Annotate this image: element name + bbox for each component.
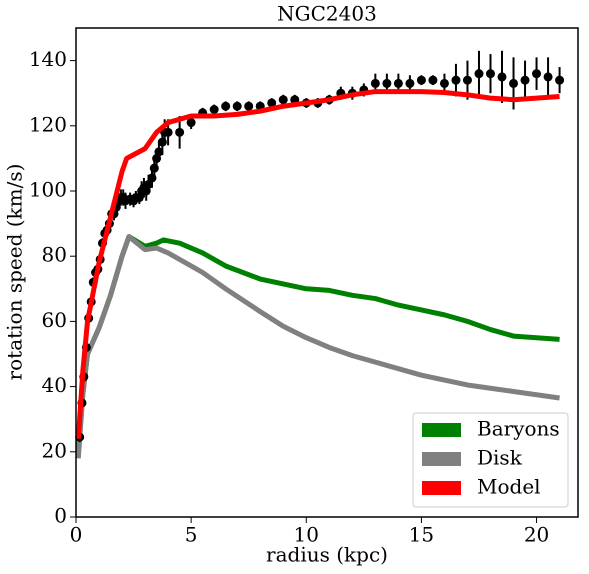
y-tick-label: 60 [42, 308, 67, 332]
legend-swatch [422, 423, 461, 437]
x-tick-label: 5 [185, 523, 198, 547]
legend-swatch [422, 452, 461, 466]
y-tick-label: 100 [29, 178, 67, 202]
data-point [405, 78, 415, 88]
x-axis-label: radius (kpc) [266, 543, 388, 567]
y-tick-label: 120 [29, 112, 67, 136]
data-point [186, 118, 196, 128]
data-point [154, 147, 164, 157]
x-tick-label: 0 [70, 523, 83, 547]
plot-frame [75, 27, 579, 518]
data-point [509, 78, 519, 88]
legend-label: Model [477, 475, 541, 499]
data-point [267, 98, 277, 108]
data-point [439, 78, 449, 88]
data-point [232, 101, 242, 111]
data-point [474, 69, 484, 79]
x-tick-label: 10 [294, 523, 319, 547]
x-tick-label: 20 [524, 523, 549, 547]
legend-label: Baryons [477, 417, 560, 441]
data-point [520, 75, 530, 85]
data-point [244, 101, 254, 111]
data-point [428, 75, 438, 85]
data-point [278, 95, 288, 105]
y-tick-label: 80 [42, 243, 67, 267]
data-point [416, 75, 426, 85]
data-point [393, 78, 403, 88]
data-point [209, 105, 219, 114]
chart-title: NGC2403 [277, 2, 377, 26]
data-point [221, 101, 231, 111]
data-point [543, 72, 553, 82]
data-point [163, 127, 173, 137]
data-point [555, 75, 565, 85]
data-point [451, 75, 461, 85]
x-tick-label: 15 [409, 523, 434, 547]
line [75, 234, 560, 459]
data-point [497, 72, 507, 82]
data-point [175, 127, 185, 137]
data-point [532, 69, 542, 79]
y-tick-label: 0 [54, 504, 67, 528]
data-point [485, 69, 495, 79]
y-axis-label: rotation speed (km/s) [3, 164, 27, 381]
legend-swatch [422, 481, 461, 495]
data-point [462, 75, 472, 85]
line [75, 89, 560, 439]
y-tick-label: 20 [42, 438, 67, 462]
data-point [370, 78, 380, 88]
data-point [382, 78, 392, 88]
legend-label: Disk [477, 446, 523, 470]
y-tick-label: 40 [42, 373, 67, 397]
y-tick-label: 140 [29, 47, 67, 71]
